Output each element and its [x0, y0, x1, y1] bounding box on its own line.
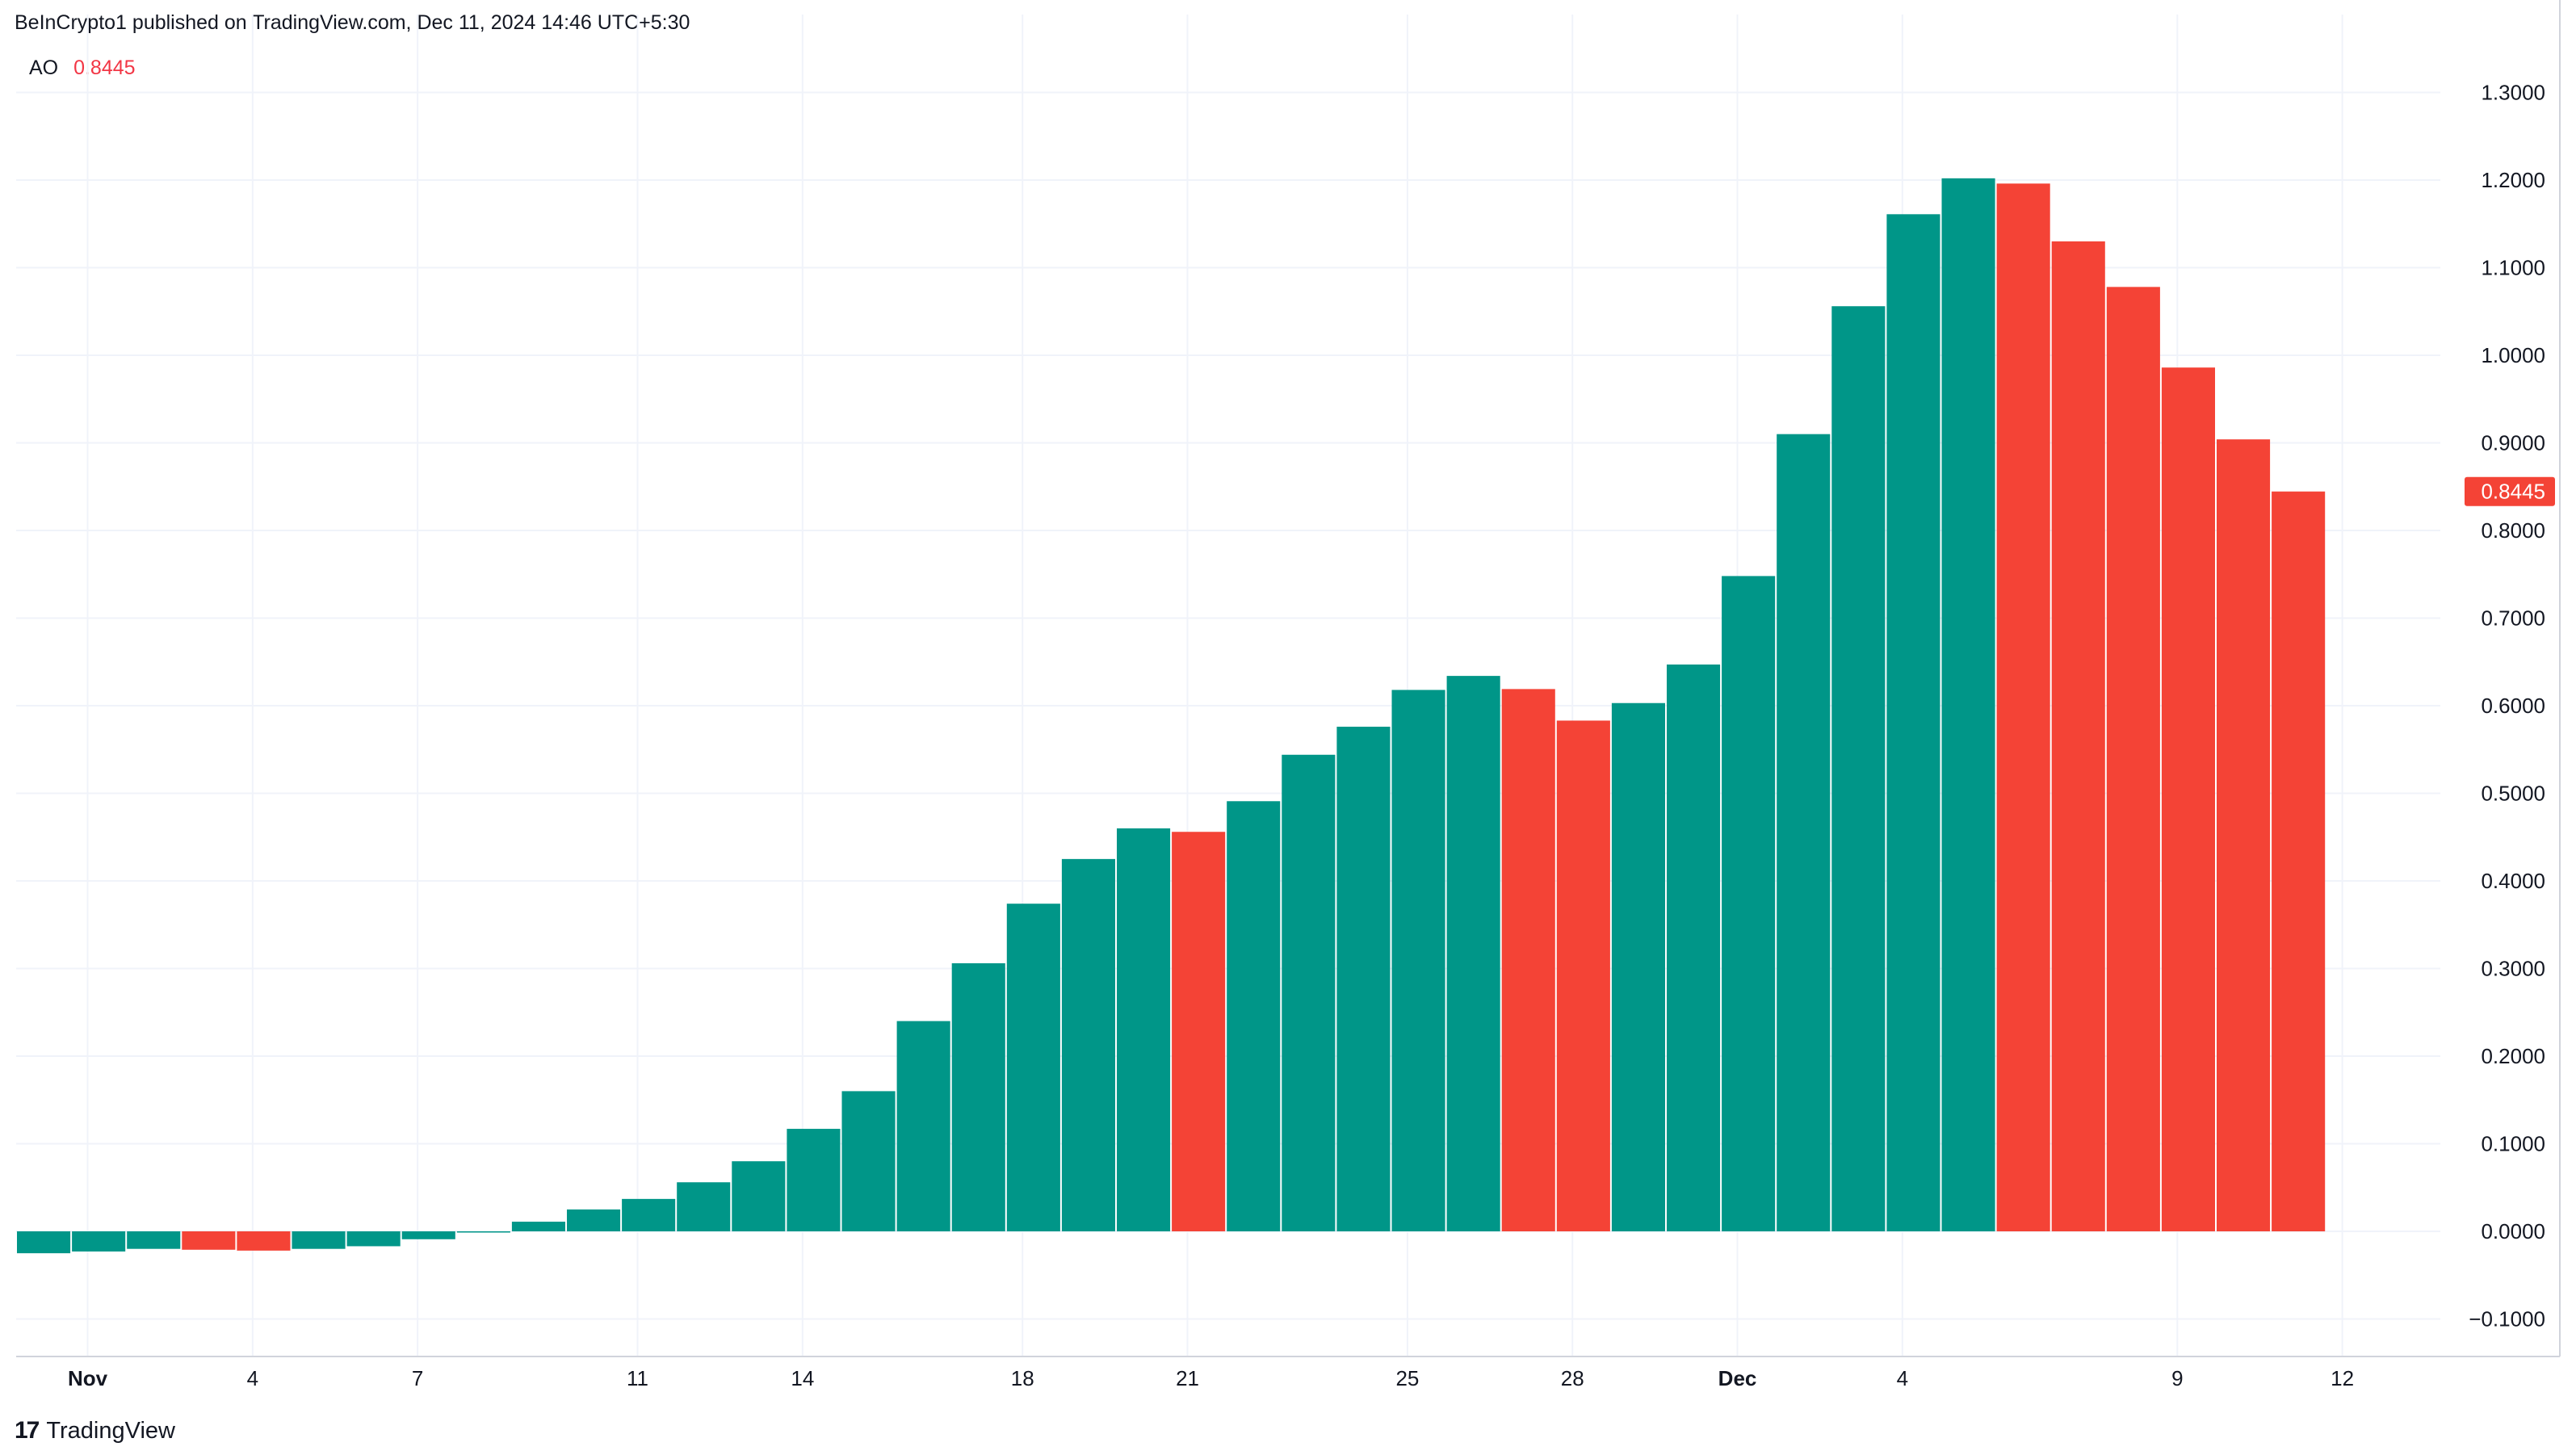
ao-bar[interactable]	[401, 1231, 455, 1239]
y-tick-label: 1.3000	[2481, 81, 2545, 105]
ao-bar[interactable]	[1501, 689, 1555, 1231]
last-value-label: 0.8445	[2481, 480, 2545, 504]
histogram-bars	[17, 178, 2326, 1254]
ao-bar[interactable]	[1117, 828, 1171, 1231]
ao-bar[interactable]	[896, 1021, 950, 1231]
ao-bar[interactable]	[1282, 754, 1336, 1231]
ao-bar[interactable]	[2272, 491, 2326, 1231]
last-value-badge	[2465, 476, 2555, 506]
indicator-name[interactable]: AO	[29, 57, 59, 79]
y-tick-label: 0.5000	[2481, 782, 2545, 806]
y-tick-label: 0.8000	[2481, 518, 2545, 543]
x-tick-label: 4	[1897, 1366, 1908, 1390]
x-tick-label: Dec	[1718, 1366, 1757, 1390]
ao-bar[interactable]	[17, 1231, 71, 1254]
indicator-value: 0.8445	[73, 57, 136, 79]
ao-bar[interactable]	[346, 1231, 401, 1247]
y-tick-label: 0.0000	[2481, 1219, 2545, 1243]
ao-bar[interactable]	[951, 962, 1005, 1231]
ao-bar[interactable]	[1667, 665, 1721, 1231]
ao-bar[interactable]	[72, 1231, 126, 1252]
ao-bar[interactable]	[1556, 720, 1610, 1231]
ao-bar[interactable]	[732, 1161, 786, 1231]
ao-bar[interactable]	[127, 1231, 181, 1249]
x-tick-label: 25	[1395, 1366, 1419, 1390]
ao-bar[interactable]	[1336, 727, 1391, 1231]
ao-bar[interactable]	[2217, 439, 2271, 1231]
tradingview-logo[interactable]: 17 TradingView	[15, 1417, 175, 1445]
ao-bar[interactable]	[1611, 702, 1665, 1231]
ao-bar[interactable]	[787, 1129, 841, 1231]
y-tick-label: 1.0000	[2481, 343, 2545, 367]
axis-labels: 1.3000 1.2000 1.1000 1.0000 0.9000 0.8000 0.70…	[68, 81, 2555, 1390]
x-tick-label: 28	[1561, 1366, 1584, 1390]
publish-info: BeInCrypto1 published on TradingView.com…	[15, 11, 690, 34]
ao-bar[interactable]	[1722, 576, 1776, 1231]
ao-bar[interactable]	[622, 1198, 676, 1231]
y-tick-label: 0.7000	[2481, 606, 2545, 631]
ao-bar[interactable]	[2161, 367, 2215, 1232]
ao-bar[interactable]	[292, 1231, 346, 1249]
ao-bar[interactable]	[841, 1091, 896, 1231]
ao-bar[interactable]	[1006, 904, 1060, 1231]
ao-bar[interactable]	[456, 1231, 510, 1233]
x-tick-label: 7	[412, 1366, 423, 1390]
ao-bar[interactable]	[2051, 241, 2105, 1232]
axes	[16, 0, 2561, 1357]
tradingview-logo-text: TradingView	[46, 1417, 175, 1444]
ao-bar[interactable]	[1941, 178, 1995, 1232]
indicator-legend[interactable]: AO 0.8445	[29, 57, 136, 80]
y-tick-label: 0.3000	[2481, 957, 2545, 981]
ao-bar[interactable]	[1446, 676, 1500, 1231]
ao-bar[interactable]	[677, 1182, 731, 1231]
y-tick-label: 0.6000	[2481, 694, 2545, 718]
x-tick-label: 21	[1176, 1366, 1199, 1390]
x-tick-label: 12	[2331, 1366, 2354, 1390]
x-tick-label: 18	[1011, 1366, 1034, 1390]
tradingview-logo-icon: 17	[15, 1417, 40, 1444]
ao-bar[interactable]	[182, 1231, 236, 1250]
ao-bar[interactable]	[511, 1222, 565, 1231]
y-tick-label: 0.1000	[2481, 1132, 2545, 1156]
y-tick-label: 1.1000	[2481, 256, 2545, 280]
y-tick-label: 0.4000	[2481, 869, 2545, 893]
y-tick-label: 0.9000	[2481, 431, 2545, 455]
x-tick-label: 4	[247, 1366, 258, 1390]
x-tick-label: 9	[2171, 1366, 2183, 1390]
ao-bar[interactable]	[567, 1209, 621, 1231]
ao-bar[interactable]	[1996, 183, 2050, 1232]
y-tick-label: 0.2000	[2481, 1044, 2545, 1068]
x-tick-label: 11	[627, 1366, 648, 1390]
ao-bar[interactable]	[1391, 690, 1445, 1231]
x-tick-label: Nov	[68, 1366, 108, 1390]
ao-bar[interactable]	[1831, 306, 1886, 1231]
x-tick-label: 14	[791, 1366, 814, 1390]
ao-bar[interactable]	[1886, 214, 1940, 1232]
ao-bar[interactable]	[1172, 832, 1226, 1231]
ao-bar[interactable]	[1061, 858, 1115, 1231]
ao-bar[interactable]	[2106, 287, 2160, 1231]
ao-bar[interactable]	[1227, 801, 1281, 1231]
ao-bar[interactable]	[1777, 434, 1831, 1231]
y-tick-label: 1.2000	[2481, 168, 2545, 192]
ao-bar[interactable]	[237, 1231, 291, 1251]
y-tick-label: −0.1000	[2469, 1307, 2545, 1331]
